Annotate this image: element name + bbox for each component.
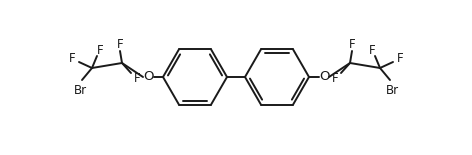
- Text: F: F: [332, 73, 338, 86]
- Text: F: F: [396, 51, 403, 64]
- Text: F: F: [349, 38, 355, 51]
- Text: F: F: [117, 38, 123, 51]
- Text: Br: Br: [74, 84, 86, 97]
- Text: F: F: [369, 44, 375, 57]
- Text: O: O: [143, 71, 153, 84]
- Text: F: F: [97, 44, 103, 57]
- Text: Br: Br: [386, 84, 398, 97]
- Text: F: F: [69, 51, 76, 64]
- Text: O: O: [319, 71, 329, 84]
- Text: F: F: [134, 73, 140, 86]
